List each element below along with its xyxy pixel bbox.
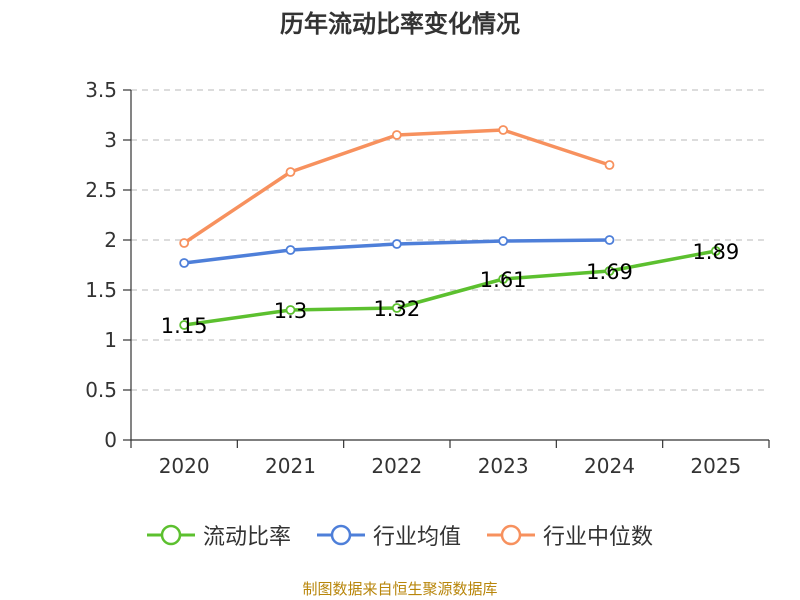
- data-point-marker: [498, 274, 509, 284]
- y-axis-tick-label: 1: [104, 328, 117, 352]
- y-axis-tick-label: 0.5: [85, 378, 117, 402]
- data-value-label: 1.32: [373, 297, 420, 321]
- data-value-label: 1.3: [274, 299, 307, 323]
- data-point-marker: [285, 167, 296, 177]
- legend-label-industry-average: 行业均值: [372, 525, 461, 550]
- x-axis-tick-label: 2025: [690, 454, 741, 478]
- data-point-marker: [179, 320, 190, 330]
- data-value-label: 1.89: [692, 240, 739, 264]
- chart-title: 历年流动比率变化情况: [280, 10, 520, 38]
- data-point-marker: [285, 305, 296, 315]
- data-point-marker: [604, 160, 615, 170]
- x-axis-tick-label: 2020: [159, 454, 210, 478]
- series-line-current-ratio: [183, 249, 717, 327]
- legend: 流动比率 行业均值 行业中位数: [0, 519, 800, 551]
- gridlines: [131, 89, 769, 391]
- legend-item-industry-average[interactable]: 行业均值: [316, 519, 461, 551]
- y-axis-tick-label: 0: [104, 428, 117, 452]
- data-point-marker: [391, 239, 402, 249]
- legend-line-circle-icon: [316, 524, 365, 546]
- data-point-marker: [498, 236, 509, 246]
- data-point-marker: [179, 258, 190, 268]
- data-point-marker: [391, 130, 402, 140]
- legend-line-circle-icon: [487, 524, 535, 546]
- data-point-marker: [391, 303, 402, 313]
- y-axis-tick-label: 1.5: [85, 278, 117, 302]
- x-axis-tick-label: 2021: [265, 454, 316, 478]
- y-axis-tick-label: 2.5: [85, 178, 117, 202]
- x-axis-tick-label: 2022: [371, 454, 422, 478]
- y-axis-tick-label: 3: [104, 128, 117, 152]
- series-lines: [179, 125, 721, 330]
- x-axis-tick-label: 2023: [478, 454, 529, 478]
- data-value-label: 1.69: [586, 260, 633, 284]
- data-point-marker: [604, 266, 615, 276]
- data-labels: 1.15 1.3 1.32 1.61 1.69 1.89: [161, 240, 739, 338]
- y-axis-tick-label: 3.5: [85, 78, 117, 102]
- legend-item-current-ratio[interactable]: 流动比率: [146, 519, 291, 551]
- data-point-marker: [285, 245, 296, 255]
- legend-item-industry-median[interactable]: 行业中位数: [487, 519, 653, 551]
- data-point-marker: [498, 125, 509, 135]
- legend-label-industry-median: 行业中位数: [543, 525, 654, 550]
- data-source-note: 制图数据来自恒生聚源数据库: [302, 580, 498, 598]
- data-value-label: 1.15: [161, 314, 208, 338]
- axes: 0 0.5 1 1.5 2 2.5 3 3.5 2020 2021 2022 2023 2024 2025: [85, 78, 770, 478]
- legend-line-circle-icon: [146, 524, 195, 546]
- data-point-marker: [604, 235, 615, 245]
- data-value-label: 1.61: [480, 268, 527, 292]
- y-axis-tick-label: 2: [104, 228, 117, 252]
- legend-label-current-ratio: 流动比率: [202, 525, 291, 550]
- x-axis-tick-label: 2024: [584, 454, 635, 478]
- data-point-marker: [710, 246, 721, 256]
- series-line-industry-median: [183, 128, 611, 245]
- data-point-marker: [179, 238, 190, 248]
